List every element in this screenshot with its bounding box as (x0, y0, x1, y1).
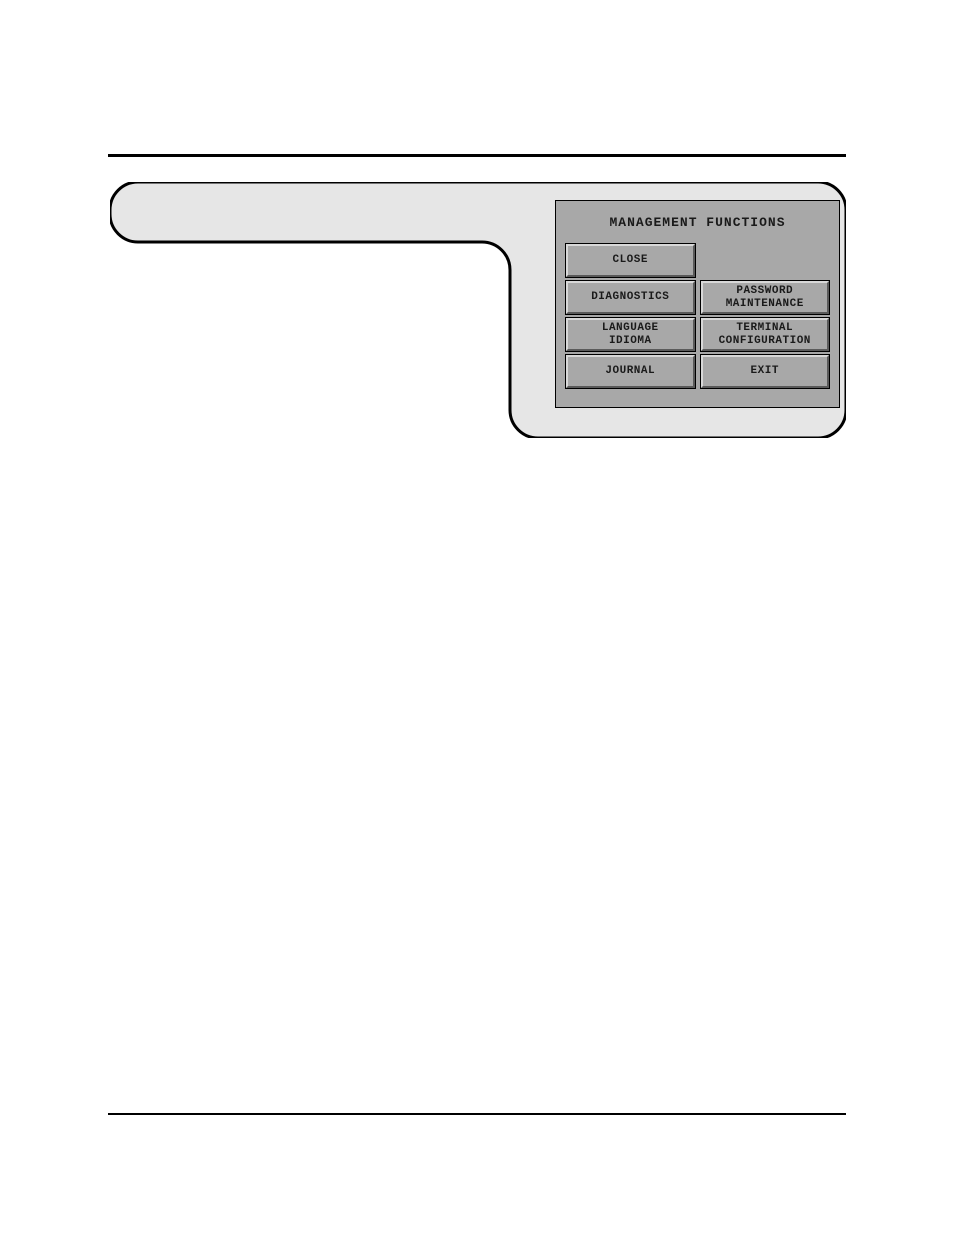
terminal-configuration-button[interactable]: TERMINAL CONFIGURATION (701, 318, 830, 351)
language-idioma-button[interactable]: LANGUAGE IDIOMA (566, 318, 695, 351)
password-maintenance-button[interactable]: PASSWORD MAINTENANCE (701, 281, 830, 314)
divider-bottom (108, 1113, 846, 1115)
diagnostics-button[interactable]: DIAGNOSTICS (566, 281, 695, 314)
close-button[interactable]: CLOSE (566, 244, 695, 277)
journal-button[interactable]: JOURNAL (566, 355, 695, 388)
page: MANAGEMENT FUNCTIONS CLOSE DIAGNOSTICS P… (0, 0, 954, 1235)
divider-top (108, 154, 846, 157)
terminal-screen: MANAGEMENT FUNCTIONS CLOSE DIAGNOSTICS P… (555, 200, 840, 408)
terminal-title: MANAGEMENT FUNCTIONS (566, 215, 829, 230)
button-grid: CLOSE DIAGNOSTICS PASSWORD MAINTENANCE L… (566, 244, 829, 388)
callout-panel: MANAGEMENT FUNCTIONS CLOSE DIAGNOSTICS P… (110, 182, 846, 438)
exit-button[interactable]: EXIT (701, 355, 830, 388)
